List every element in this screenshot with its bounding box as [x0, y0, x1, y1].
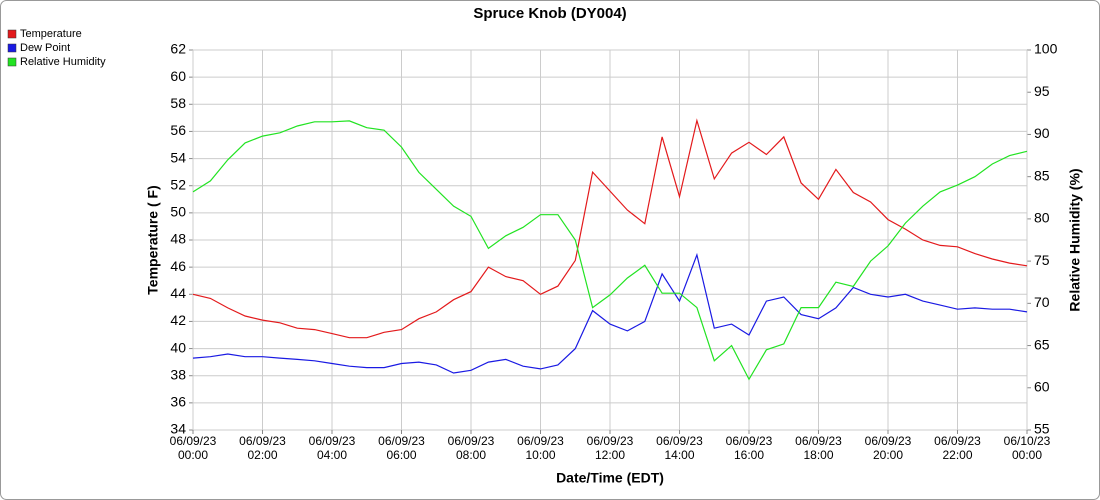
y-tick-label: 56 [170, 122, 186, 138]
y-tick-label: 34 [170, 421, 186, 437]
y-tick-label: 38 [170, 366, 186, 382]
y-axis-label: Temperature ( F) [145, 185, 161, 294]
x-tick-label: 06/09/23 02:00 [239, 434, 286, 462]
x-tick-label: 06/09/23 10:00 [517, 434, 564, 462]
y-tick-label: 36 [170, 394, 186, 410]
y2-tick-label: 65 [1034, 336, 1050, 352]
y-tick-label: 44 [170, 285, 186, 301]
y2-tick-label: 55 [1034, 421, 1050, 437]
y2-tick-label: 80 [1034, 210, 1050, 226]
y2-tick-label: 75 [1034, 252, 1050, 268]
y2-tick-label: 95 [1034, 83, 1050, 99]
y2-axis-label: Relative Humidity (%) [1067, 168, 1083, 311]
legend-label: Dew Point [20, 42, 70, 54]
y2-tick-label: 60 [1034, 378, 1050, 394]
x-tick-label: 06/09/23 08:00 [447, 434, 495, 462]
legend-label: Relative Humidity [20, 56, 106, 68]
x-tick-label: 06/09/23 12:00 [586, 434, 634, 462]
y2-tick-label: 70 [1034, 294, 1050, 310]
series-line [192, 120, 1028, 381]
x-tick-label: 06/09/23 16:00 [725, 434, 773, 462]
y-tick-label: 60 [170, 68, 186, 84]
legend-swatch [7, 43, 17, 53]
x-tick-label: 06/09/23 04:00 [308, 434, 356, 462]
y-tick-label: 48 [170, 231, 186, 247]
series-line [192, 252, 1028, 374]
x-tick-label: 06/09/23 14:00 [656, 434, 703, 462]
y-tick-label: 54 [170, 149, 186, 165]
chart-title: Spruce Knob (DY004) [473, 5, 626, 22]
series-line [192, 118, 1028, 339]
y-tick-label: 52 [170, 176, 186, 192]
y2-tick-label: 90 [1034, 125, 1050, 141]
y-tick-label: 58 [170, 95, 186, 111]
y-tick-label: 46 [170, 258, 186, 274]
x-axis-label: Date/Time (EDT) [556, 470, 664, 486]
y2-tick-label: 100 [1034, 41, 1058, 57]
y-tick-label: 42 [170, 312, 186, 328]
x-tick-label: 06/09/23 06:00 [378, 434, 425, 462]
y2-tick-label: 85 [1034, 167, 1050, 183]
x-tick-label: 06/09/23 00:00 [169, 434, 217, 462]
y-tick-label: 62 [170, 41, 186, 57]
x-tick-label: 06/10/23 00:00 [1003, 434, 1051, 462]
x-tick-label: 06/09/23 20:00 [864, 434, 912, 462]
legend-swatch [7, 57, 17, 67]
x-tick-label: 06/09/23 22:00 [934, 434, 981, 462]
y-tick-label: 50 [170, 204, 186, 220]
legend-label: Temperature [20, 28, 82, 40]
legend-swatch [7, 29, 17, 39]
x-tick-label: 06/09/23 18:00 [795, 434, 842, 462]
y-tick-label: 40 [170, 339, 186, 355]
